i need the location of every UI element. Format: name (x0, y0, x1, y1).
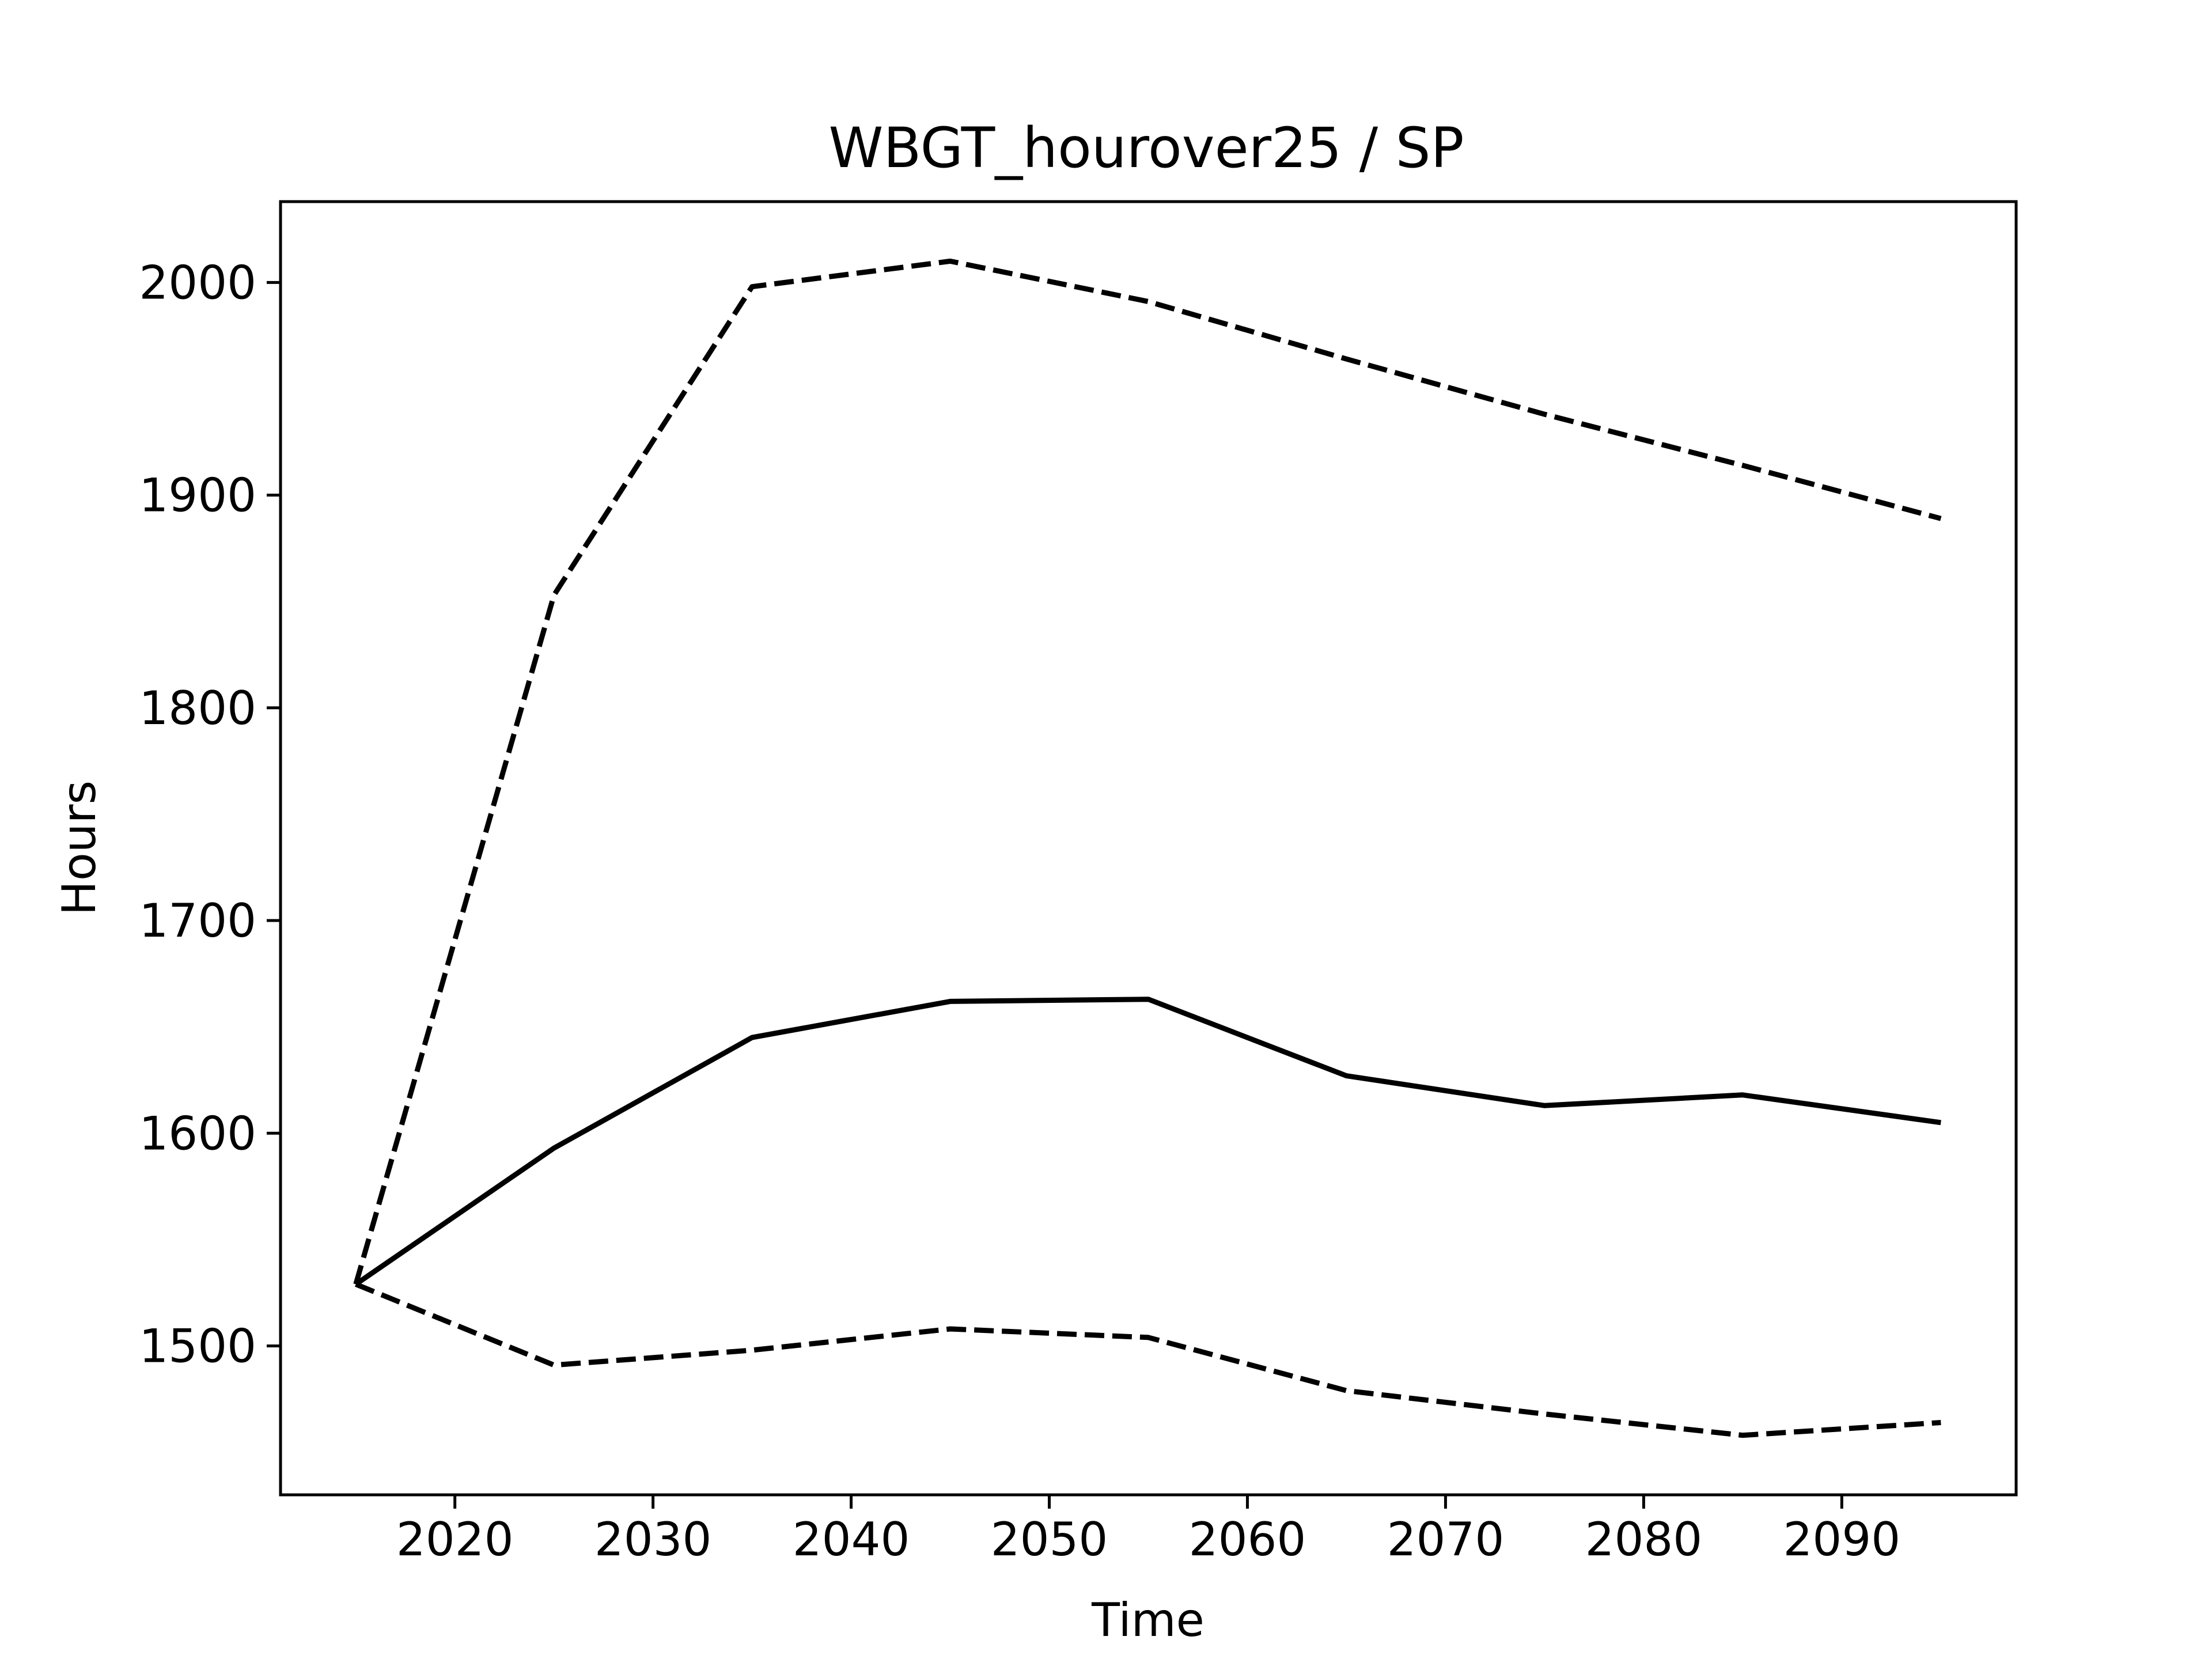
x-tick-label: 2020 (396, 1513, 514, 1566)
x-axis: 2020 2030 2040 2050 2060 2070 2080 2090 (396, 1495, 1900, 1566)
y-tick-label: 1500 (139, 1320, 256, 1373)
y-tick-label: 1800 (139, 681, 256, 735)
x-tick-label: 2030 (594, 1513, 712, 1566)
y-tick-label: 1600 (139, 1107, 256, 1160)
y-axis-label: Hours (52, 781, 106, 915)
y-tick-label: 1700 (139, 894, 256, 948)
y-tick-label: 1900 (139, 469, 256, 522)
plot-frame (279, 200, 2018, 1497)
x-tick-label: 2050 (991, 1513, 1108, 1566)
plot-area (353, 258, 1942, 1438)
x-tick-label: 2090 (1783, 1513, 1901, 1566)
series-line-1 (354, 997, 1941, 1287)
y-axis: 1500 1600 1700 1800 1900 2000 (139, 256, 281, 1373)
series-line-2 (353, 258, 1942, 1285)
x-tick-label: 2060 (1189, 1513, 1306, 1566)
chart-title: WBGT_hourover25 / SP (829, 116, 1464, 180)
x-tick-label: 2080 (1585, 1513, 1703, 1566)
x-tick-label: 2040 (793, 1513, 910, 1566)
x-tick-label: 2070 (1387, 1513, 1505, 1566)
y-tick-label: 2000 (139, 256, 256, 309)
series-line-3 (354, 1282, 1941, 1438)
x-axis-label: Time (1091, 1593, 1205, 1647)
